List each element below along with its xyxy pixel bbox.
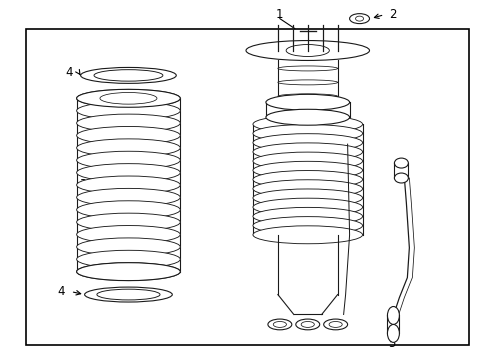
Bar	[277, 235, 337, 294]
Bar	[277, 60, 337, 102]
Ellipse shape	[265, 109, 349, 125]
Text: 5: 5	[387, 337, 394, 350]
Ellipse shape	[77, 102, 180, 120]
Ellipse shape	[394, 173, 407, 183]
Ellipse shape	[77, 139, 180, 157]
Ellipse shape	[277, 94, 337, 99]
Ellipse shape	[273, 321, 286, 327]
Ellipse shape	[252, 143, 362, 161]
Ellipse shape	[386, 324, 399, 342]
Ellipse shape	[252, 134, 362, 152]
Text: 4: 4	[57, 285, 64, 298]
Ellipse shape	[394, 158, 407, 168]
Ellipse shape	[77, 263, 180, 280]
Ellipse shape	[252, 207, 362, 225]
Ellipse shape	[386, 306, 399, 324]
Text: 1: 1	[276, 8, 283, 21]
Ellipse shape	[252, 198, 362, 216]
Ellipse shape	[301, 321, 314, 327]
Ellipse shape	[100, 93, 157, 104]
Bar	[26, 28, 468, 345]
Ellipse shape	[77, 201, 180, 219]
Ellipse shape	[277, 66, 337, 71]
Ellipse shape	[94, 70, 163, 81]
Ellipse shape	[77, 250, 180, 268]
Ellipse shape	[252, 125, 362, 143]
Text: 2: 2	[388, 8, 395, 21]
Ellipse shape	[245, 41, 369, 60]
Ellipse shape	[252, 171, 362, 189]
Ellipse shape	[267, 319, 291, 330]
Text: 3: 3	[79, 179, 86, 192]
Ellipse shape	[252, 152, 362, 170]
Ellipse shape	[252, 161, 362, 179]
Ellipse shape	[252, 180, 362, 198]
Ellipse shape	[77, 188, 180, 206]
Ellipse shape	[77, 176, 180, 194]
Ellipse shape	[77, 126, 180, 144]
Ellipse shape	[81, 67, 176, 84]
Ellipse shape	[323, 319, 347, 330]
Ellipse shape	[355, 16, 363, 21]
Ellipse shape	[77, 164, 180, 181]
Ellipse shape	[77, 238, 180, 256]
Bar	[77, 98, 180, 272]
Ellipse shape	[328, 321, 342, 327]
Ellipse shape	[252, 189, 362, 207]
Ellipse shape	[295, 319, 319, 330]
Text: 4: 4	[65, 66, 72, 79]
Ellipse shape	[97, 289, 160, 300]
Bar	[252, 124, 362, 235]
Ellipse shape	[252, 226, 362, 244]
Ellipse shape	[77, 89, 180, 107]
Ellipse shape	[77, 213, 180, 231]
Ellipse shape	[285, 45, 329, 57]
Bar	[265, 102, 349, 117]
Ellipse shape	[77, 151, 180, 169]
Ellipse shape	[77, 114, 180, 132]
Ellipse shape	[252, 217, 362, 234]
Ellipse shape	[252, 115, 362, 133]
Ellipse shape	[349, 14, 369, 24]
Ellipse shape	[77, 89, 180, 107]
Ellipse shape	[77, 263, 180, 280]
Ellipse shape	[277, 80, 337, 85]
Ellipse shape	[84, 287, 172, 302]
Ellipse shape	[265, 94, 349, 110]
Ellipse shape	[77, 225, 180, 243]
